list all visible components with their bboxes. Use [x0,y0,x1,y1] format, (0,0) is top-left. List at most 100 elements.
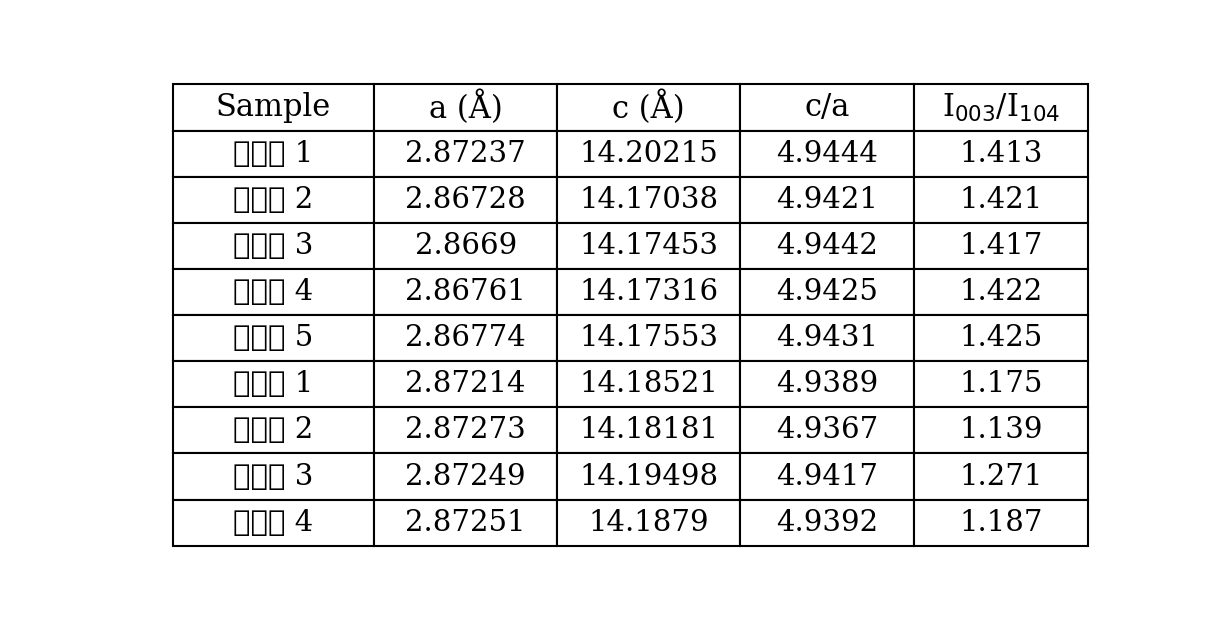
Text: 1.139: 1.139 [959,416,1043,444]
Text: 14.17038: 14.17038 [579,186,718,214]
Bar [740,84,914,130]
Bar [557,315,740,361]
Text: 实施例 5: 实施例 5 [234,324,314,352]
Bar [740,361,914,407]
Bar [740,269,914,315]
Text: 对比例 4: 对比例 4 [234,509,314,537]
Text: 对比例 3: 对比例 3 [234,462,314,490]
Text: 对比例 2: 对比例 2 [234,416,314,444]
Bar [740,500,914,546]
Bar [374,407,557,454]
Text: 2.86761: 2.86761 [405,278,526,306]
Text: 2.86774: 2.86774 [405,324,526,352]
Text: 1.175: 1.175 [959,370,1043,398]
Bar [172,177,374,223]
Bar [557,84,740,130]
Bar [914,269,1087,315]
Bar [374,269,557,315]
Bar [914,315,1087,361]
Text: 4.9444: 4.9444 [776,140,878,168]
Text: 14.18181: 14.18181 [579,416,718,444]
Text: 实施例 2: 实施例 2 [234,186,314,214]
Text: 14.17453: 14.17453 [579,232,718,260]
Bar [172,84,374,130]
Bar [557,223,740,269]
Bar [914,130,1087,177]
Text: 4.9421: 4.9421 [776,186,878,214]
Text: 1.425: 1.425 [959,324,1043,352]
Text: 1.413: 1.413 [959,140,1043,168]
Bar [914,454,1087,500]
Bar [374,223,557,269]
Bar [374,361,557,407]
Bar [914,177,1087,223]
Bar [557,407,740,454]
Text: 4.9392: 4.9392 [776,509,878,537]
Text: 2.86728: 2.86728 [405,186,526,214]
Text: 实施例 1: 实施例 1 [234,140,314,168]
Text: 实施例 4: 实施例 4 [234,278,314,306]
Text: 1.271: 1.271 [959,462,1043,490]
Bar [914,500,1087,546]
Text: 4.9389: 4.9389 [776,370,878,398]
Text: 14.17316: 14.17316 [579,278,718,306]
Bar [172,130,374,177]
Text: 14.18521: 14.18521 [579,370,718,398]
Text: 4.9442: 4.9442 [776,232,878,260]
Text: 14.20215: 14.20215 [579,140,718,168]
Bar [374,84,557,130]
Text: I$_{003}$/I$_{104}$: I$_{003}$/I$_{104}$ [942,92,1060,124]
Bar [914,223,1087,269]
Bar [172,315,374,361]
Bar [740,454,914,500]
Text: 2.87249: 2.87249 [406,462,526,490]
Text: 实施例 3: 实施例 3 [234,232,314,260]
Bar [740,130,914,177]
Bar [172,407,374,454]
Bar [557,130,740,177]
Text: 1.421: 1.421 [959,186,1043,214]
Bar [914,84,1087,130]
Bar [172,500,374,546]
Bar [740,315,914,361]
Text: a (Å): a (Å) [429,90,503,125]
Bar [557,500,740,546]
Bar [172,223,374,269]
Bar [172,361,374,407]
Text: 14.17553: 14.17553 [579,324,718,352]
Text: 对比例 1: 对比例 1 [234,370,314,398]
Bar [374,454,557,500]
Bar [172,269,374,315]
Bar [557,177,740,223]
Text: 14.19498: 14.19498 [579,462,718,490]
Text: 4.9417: 4.9417 [776,462,878,490]
Text: 1.422: 1.422 [959,278,1043,306]
Text: 4.9431: 4.9431 [776,324,878,352]
Bar [557,454,740,500]
Text: 4.9425: 4.9425 [776,278,878,306]
Bar [740,407,914,454]
Bar [914,407,1087,454]
Text: 1.187: 1.187 [959,509,1043,537]
Text: 2.87237: 2.87237 [405,140,526,168]
Text: c/a: c/a [804,92,850,123]
Bar [914,361,1087,407]
Bar [557,269,740,315]
Text: 14.1879: 14.1879 [588,509,708,537]
Text: 2.8669: 2.8669 [415,232,517,260]
Bar [172,454,374,500]
Bar [374,500,557,546]
Bar [374,177,557,223]
Text: 2.87273: 2.87273 [405,416,526,444]
Text: 4.9367: 4.9367 [776,416,878,444]
Bar [374,130,557,177]
Bar [557,361,740,407]
Text: Sample: Sample [215,92,331,123]
Text: c (Å): c (Å) [613,90,685,125]
Bar [740,177,914,223]
Bar [374,315,557,361]
Bar [740,223,914,269]
Text: 2.87214: 2.87214 [406,370,526,398]
Text: 2.87251: 2.87251 [406,509,526,537]
Text: 1.417: 1.417 [959,232,1043,260]
